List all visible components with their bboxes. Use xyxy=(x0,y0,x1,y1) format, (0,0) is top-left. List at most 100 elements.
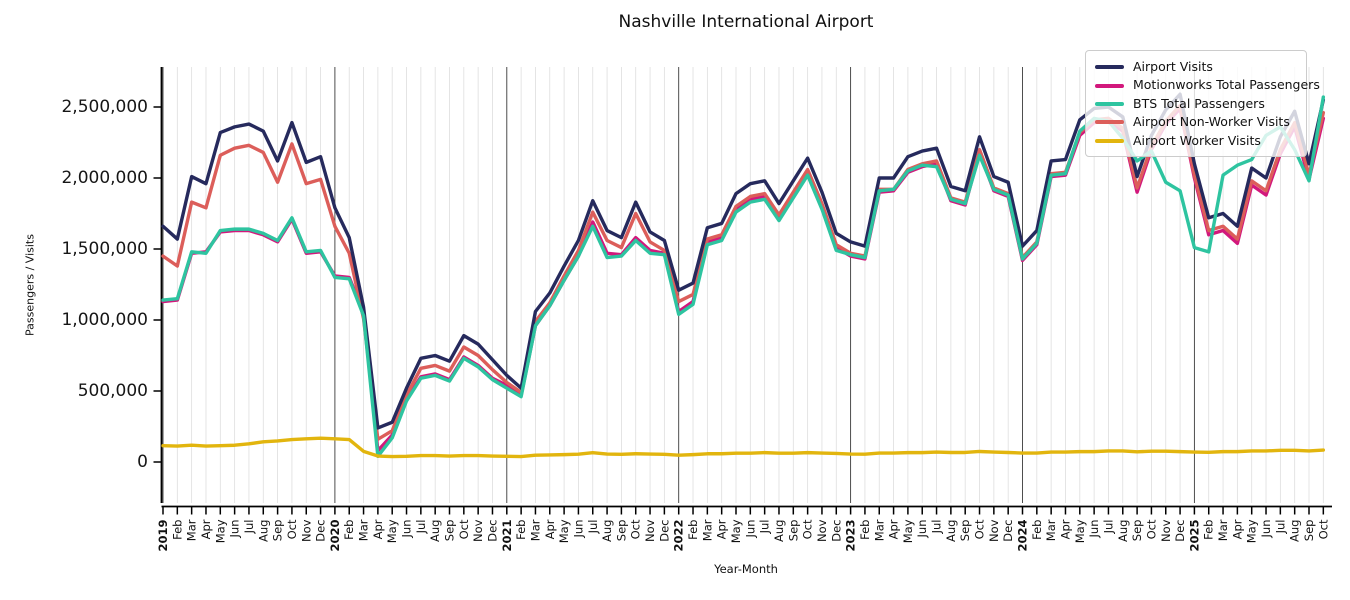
x-tick-label-month: Aug xyxy=(428,520,442,542)
x-tick-label-month: Apr xyxy=(199,519,213,539)
x-tick-label-month: Mar xyxy=(1216,519,1230,541)
x-tick-label-month: Nov xyxy=(815,519,829,542)
x-tick-label-month: Feb xyxy=(686,520,700,540)
x-tick-label-month: Jun xyxy=(1087,520,1101,539)
x-tick-label-month: Feb xyxy=(858,520,872,540)
x-tick-label-month: Jul xyxy=(758,520,772,535)
x-tick-label-month: Oct xyxy=(285,519,299,539)
x-tick-label-month: Mar xyxy=(357,519,371,541)
x-tick-label-month: May xyxy=(213,519,227,543)
x-tick-label-month: Jun xyxy=(915,520,929,539)
legend-label: BTS Total Passengers xyxy=(1133,95,1265,111)
x-tick-label-month: Aug xyxy=(944,520,958,542)
x-tick-label-month: Feb xyxy=(170,520,184,540)
x-tick-label-year: 2022 xyxy=(672,520,686,552)
chart-title: Nashville International Airport xyxy=(618,12,874,32)
legend-swatch-airport-visits xyxy=(1095,65,1124,70)
x-tick-label-month: Sep xyxy=(443,520,457,542)
x-tick-label-year: 2019 xyxy=(156,520,170,552)
x-tick-label-month: Mar xyxy=(872,519,886,541)
legend-swatch-bts-total-passengers xyxy=(1095,101,1124,106)
x-tick-label-month: Aug xyxy=(1288,520,1302,542)
x-tick-label-month: Dec xyxy=(657,520,671,542)
x-tick-label-month: May xyxy=(1073,519,1087,543)
x-tick-label-month: Sep xyxy=(1130,520,1144,542)
x-tick-label-month: Dec xyxy=(485,520,499,542)
legend-swatch-airport-non-worker-visits xyxy=(1095,120,1124,125)
x-tick-label-month: Mar xyxy=(700,519,714,541)
x-tick-label-month: Oct xyxy=(457,519,471,539)
x-tick-label-year: 2025 xyxy=(1187,520,1201,552)
x-tick-label-month: Oct xyxy=(973,519,987,539)
x-tick-label-month: Jun xyxy=(1259,520,1273,539)
legend-swatch-motionworks-total-passengers xyxy=(1095,83,1124,88)
x-tick-label-month: Jun xyxy=(743,520,757,539)
x-tick-label-month: May xyxy=(901,519,915,543)
x-tick-label-year: 2024 xyxy=(1016,520,1030,552)
x-tick-label-month: Oct xyxy=(801,519,815,539)
x-tick-label-month: Nov xyxy=(299,519,313,542)
x-tick-label-month: Apr xyxy=(715,519,729,539)
x-tick-label-month: Jun xyxy=(571,520,585,539)
x-tick-label-month: Sep xyxy=(1302,520,1316,542)
x-tick-label-month: Jul xyxy=(1101,520,1115,535)
x-tick-label-month: Sep xyxy=(271,520,285,542)
x-tick-label-month: Aug xyxy=(772,520,786,542)
x-tick-label-month: Jul xyxy=(414,520,428,535)
legend: Airport Visits Motionworks Total Passeng… xyxy=(1085,50,1320,157)
series-line-motionworks-total-passengers xyxy=(161,106,1326,453)
legend-swatch-airport-worker-visits xyxy=(1095,138,1124,143)
x-tick-label-month: Sep xyxy=(958,520,972,542)
x-tick-label-month: Oct xyxy=(1144,519,1158,539)
x-tick-label-month: Aug xyxy=(600,520,614,542)
x-tick-label-month: Mar xyxy=(528,519,542,541)
x-tick-label-year: 2023 xyxy=(844,520,858,552)
x-tick-label-month: May xyxy=(1245,519,1259,543)
x-tick-label-month: Dec xyxy=(1001,520,1015,542)
legend-label: Motionworks Total Passengers xyxy=(1133,77,1320,93)
y-tick-label: 0 xyxy=(137,452,148,472)
x-tick-label-month: Nov xyxy=(643,519,657,542)
y-tick-label: 1,000,000 xyxy=(61,310,148,330)
x-tick-label-month: Jul xyxy=(930,520,944,535)
x-tick-label-month: Jun xyxy=(228,520,242,539)
legend-label: Airport Non-Worker Visits xyxy=(1133,114,1290,130)
x-tick-label-month: May xyxy=(385,519,399,543)
legend-item-airport-visits: Airport Visits xyxy=(1095,58,1297,76)
x-tick-label-month: Oct xyxy=(629,519,643,539)
x-tick-label-month: Oct xyxy=(1316,519,1330,539)
series-line-airport-worker-visits xyxy=(161,436,1326,459)
x-tick-label-month: Feb xyxy=(1030,520,1044,540)
x-tick-label-month: Feb xyxy=(514,520,528,540)
legend-item-airport-worker-visits: Airport Worker Visits xyxy=(1095,132,1297,150)
legend-label: Airport Visits xyxy=(1133,58,1213,74)
x-tick-label-month: Mar xyxy=(185,519,199,541)
x-tick-label-month: Dec xyxy=(1173,520,1187,542)
x-tick-label-month: Mar xyxy=(1044,519,1058,541)
x-tick-label-month: Nov xyxy=(471,519,485,542)
x-tick-label-month: Feb xyxy=(1202,520,1216,540)
x-tick-label-year: 2021 xyxy=(500,520,514,552)
series-line-airport-non-worker-visits xyxy=(161,103,1326,441)
x-tick-label-month: May xyxy=(557,519,571,543)
x-tick-label-month: Apr xyxy=(1058,519,1072,539)
legend-label: Airport Worker Visits xyxy=(1133,132,1261,148)
x-tick-label-month: Jul xyxy=(242,520,256,535)
x-tick-label-month: Nov xyxy=(1159,519,1173,542)
x-tick-label-month: Apr xyxy=(1230,519,1244,539)
legend-item-airport-non-worker-visits: Airport Non-Worker Visits xyxy=(1095,113,1297,131)
x-tick-label-year: 2020 xyxy=(328,520,342,552)
x-tick-label-month: Dec xyxy=(829,520,843,542)
y-tick-label: 1,500,000 xyxy=(61,239,148,259)
x-tick-label-month: Apr xyxy=(887,519,901,539)
y-tick-label: 2,500,000 xyxy=(61,97,148,117)
x-tick-label-month: Sep xyxy=(786,520,800,542)
x-tick-label-month: Jul xyxy=(586,520,600,535)
x-tick-label-month: Jul xyxy=(1273,520,1287,535)
x-tick-label-month: Apr xyxy=(543,519,557,539)
x-tick-label-month: Nov xyxy=(987,519,1001,542)
x-tick-label-month: Jun xyxy=(400,520,414,539)
x-tick-label-month: Apr xyxy=(371,519,385,539)
